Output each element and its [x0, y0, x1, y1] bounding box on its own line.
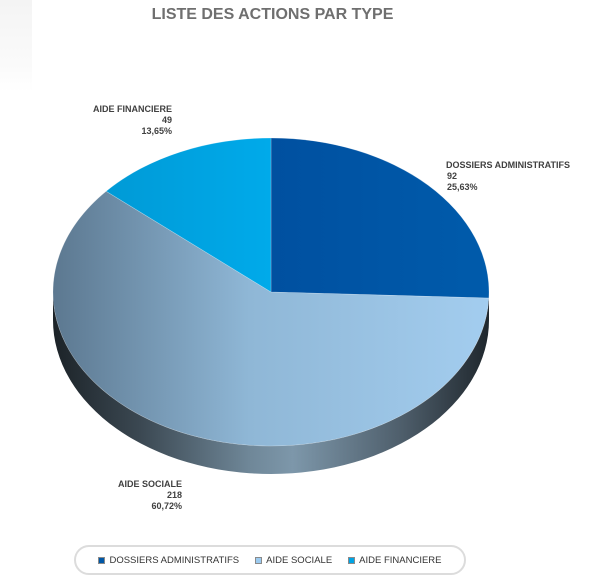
label-dossiers-administratifs: DOSSIERS ADMINISTRATIFS 92 25,63% — [446, 160, 586, 193]
legend-swatch-dossiers — [98, 556, 106, 564]
legend-item-aide-sociale: AIDE SOCIALE — [255, 555, 332, 566]
label-dossiers-percent: 25,63% — [447, 182, 478, 192]
legend-item-dossiers: DOSSIERS ADMINISTRATIFS — [98, 555, 239, 566]
chart-legend: DOSSIERS ADMINISTRATIFS AIDE SOCIALE AID… — [74, 545, 466, 575]
label-aide-financiere-name: AIDE FINANCIERE — [92, 104, 172, 114]
legend-swatch-aide-financiere — [348, 556, 356, 564]
slice-dossiers-administratifs[interactable] — [270, 137, 490, 299]
corner-shade — [0, 0, 32, 92]
label-dossiers-value: 92 — [447, 171, 458, 181]
label-aide-financiere: AIDE FINANCIERE 49 13,65% — [70, 104, 172, 137]
label-aide-financiere-percent: 13,65% — [141, 126, 172, 136]
pie-side-wall — [53, 292, 489, 474]
legend-swatch-aide-sociale — [255, 556, 263, 564]
label-dossiers-name: DOSSIERS ADMINISTRATIFS — [446, 160, 571, 170]
legend-label-aide-sociale: AIDE SOCIALE — [266, 554, 333, 566]
label-aide-sociale-percent: 60,72% — [151, 501, 182, 511]
chart-title: LISTE DES ACTIONS PAR TYPE — [151, 6, 394, 23]
label-aide-financiere-value: 49 — [161, 115, 172, 125]
slice-aide-sociale[interactable] — [52, 190, 490, 447]
legend-item-aide-financiere: AIDE FINANCIERE — [348, 554, 442, 566]
label-aide-sociale-name: AIDE SOCIALE — [117, 479, 182, 489]
legend-label-dossiers: DOSSIERS ADMINISTRATIFS — [109, 554, 240, 566]
legend-label-aide-financiere: AIDE FINANCIERE — [359, 554, 442, 566]
label-aide-sociale-value: 218 — [166, 490, 182, 500]
label-aide-sociale: AIDE SOCIALE 218 60,72% — [82, 479, 182, 512]
slice-aide-financiere[interactable] — [105, 137, 272, 293]
